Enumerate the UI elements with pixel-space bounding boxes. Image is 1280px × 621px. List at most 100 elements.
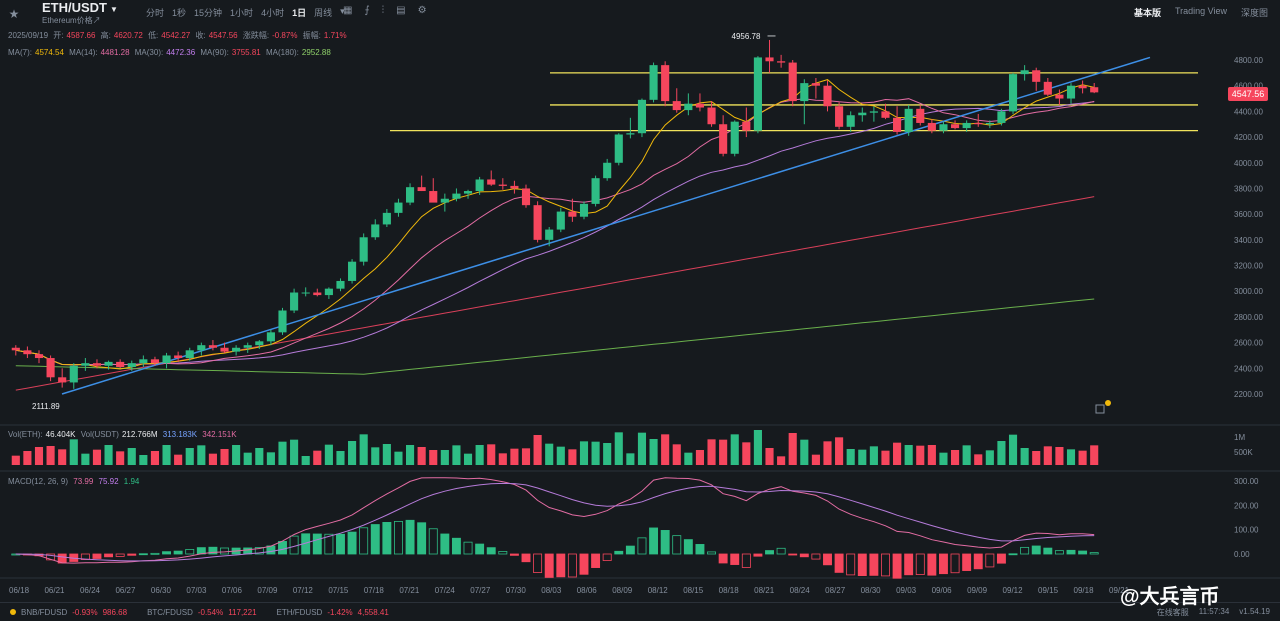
- view-tab-basic[interactable]: 基本版: [1133, 8, 1161, 18]
- layout-icon[interactable]: ▤: [396, 5, 406, 16]
- price-axis-label: 4800.00: [1234, 56, 1263, 65]
- favorite-star-icon[interactable]: ★: [8, 6, 20, 21]
- volume-bar: [950, 450, 960, 465]
- volume-bar: [1078, 450, 1087, 465]
- macd-histogram-bar: [46, 553, 56, 561]
- candle-body: [846, 115, 855, 127]
- price-axis-label: 3400.00: [1234, 236, 1263, 245]
- volume-bar: [11, 455, 20, 465]
- open-value: 4587.66: [66, 31, 96, 40]
- date-axis-label: 08/21: [754, 586, 775, 595]
- candle-body: [405, 187, 415, 203]
- ticker-eth[interactable]: ETH/FDUSD -1.42% 4,558.41: [277, 608, 389, 617]
- candle-body: [58, 377, 67, 383]
- volume-bar: [162, 445, 171, 465]
- candle-body: [649, 65, 658, 100]
- macd-histogram-bar: [799, 553, 809, 558]
- macd-axis-label: 0.00: [1234, 550, 1250, 559]
- view-tab-tradingview[interactable]: Trading View: [1174, 6, 1227, 16]
- ticker-btc[interactable]: BTC/FDUSD -0.54% 117,221: [147, 608, 256, 617]
- notification-dot-icon: [1105, 400, 1111, 406]
- macd-histogram-bar: [463, 541, 473, 555]
- date-axis-label: 07/21: [399, 586, 420, 595]
- candle-body: [869, 111, 878, 113]
- candle-body: [313, 292, 322, 296]
- ticker-bnb[interactable]: BNB/FDUSD -0.93% 986.68: [10, 608, 127, 617]
- candle-body: [359, 237, 368, 262]
- online-support-link[interactable]: 在线客服: [1156, 608, 1189, 617]
- settings-icon[interactable]: ⚙: [417, 5, 427, 16]
- volume-bar: [858, 449, 867, 465]
- volume-bar: [835, 437, 844, 465]
- pair-subtitle[interactable]: Ethereum价格↗: [42, 16, 101, 25]
- symbol-selector[interactable]: ETH/USDT ▼ Ethereum价格↗: [42, 0, 118, 25]
- pair-name[interactable]: ETH/USDT: [42, 0, 107, 15]
- date-axis-label: 06/30: [151, 586, 172, 595]
- candle-body: [556, 211, 565, 230]
- macd-histogram-bar: [243, 547, 253, 555]
- candle-body: [835, 106, 844, 127]
- ma14-label: MA(14):: [69, 48, 98, 57]
- macd-histogram-bar: [1043, 547, 1053, 555]
- view-tab-depth[interactable]: 深度图: [1240, 8, 1268, 18]
- macd-histogram-bar: [788, 553, 798, 556]
- macd-histogram-bar: [567, 553, 577, 578]
- interval-tab[interactable]: 1秒: [172, 8, 187, 18]
- volume-bar: [336, 451, 345, 465]
- low-annotation: 2111.89: [32, 402, 60, 411]
- interval-tabs: 分时 1秒 15分钟 1小时 4小时 1日 周线 ▾: [146, 6, 345, 19]
- vol-usdt-label: Vol(USDT): [80, 430, 119, 439]
- interval-tab[interactable]: 4小时: [261, 8, 285, 18]
- volume-bar: [811, 454, 820, 465]
- close-value: 4547.56: [208, 31, 238, 40]
- ma90-label: MA(90):: [200, 48, 229, 57]
- date-axis-label: 09/21: [1109, 586, 1130, 595]
- macd-histogram-bar: [823, 553, 832, 566]
- chart-canvas[interactable]: 4800.00 4600.00 4400.00 4200.00 4000.00 3800.…: [0, 0, 1280, 602]
- date-axis-label: 08/09: [612, 586, 633, 595]
- candle-body: [243, 345, 252, 348]
- candle-body: [162, 355, 171, 364]
- interval-tab-active[interactable]: 1日: [292, 8, 307, 18]
- ticker-name: BNB/FDUSD: [21, 607, 68, 617]
- candle-body: [255, 341, 264, 346]
- candle-body: [707, 107, 716, 125]
- calendar-icon[interactable]: ▦: [343, 5, 353, 16]
- macd-histogram-bar: [521, 553, 531, 563]
- candle-body: [927, 122, 936, 131]
- interval-tab[interactable]: 1小时: [230, 8, 254, 18]
- date-axis-label: 07/18: [364, 586, 385, 595]
- indicator-icon[interactable]: ⨍: [364, 5, 370, 16]
- price-axis-label: 3000.00: [1234, 287, 1263, 296]
- interval-tab[interactable]: 分时: [146, 8, 165, 18]
- volume-bar: [487, 444, 496, 465]
- macd-dea-line: [15, 482, 1095, 562]
- candle-body: [777, 61, 786, 63]
- candle-body: [974, 122, 983, 125]
- interval-tab[interactable]: 周线: [314, 8, 333, 18]
- candle-body: [997, 111, 1006, 123]
- macd-histogram-bar: [660, 530, 670, 555]
- macd-histogram-bar: [985, 553, 995, 568]
- volume-bar: [429, 450, 438, 465]
- candle-type-icon[interactable]: ⫶: [381, 5, 385, 16]
- macd-histogram-bar: [1066, 549, 1076, 555]
- volume-bar: [579, 441, 589, 465]
- macd-histogram-bar: [324, 533, 334, 555]
- chevron-down-icon[interactable]: ▼: [110, 5, 118, 14]
- ma7-line: [15, 79, 1095, 370]
- macd-histogram-bar: [869, 553, 879, 576]
- candle-body: [510, 185, 519, 189]
- volume-axis-label: 1M: [1234, 433, 1245, 442]
- interval-tab[interactable]: 15分钟: [194, 8, 223, 18]
- volume-bar: [255, 448, 264, 465]
- more-intervals-icon[interactable]: ▾: [340, 6, 345, 16]
- date-axis-label: 08/12: [648, 586, 669, 595]
- date-axis-label: 07/03: [186, 586, 207, 595]
- volume-bar: [985, 450, 994, 465]
- macd-dea: 75.92: [98, 477, 119, 486]
- candle-body: [487, 179, 496, 185]
- macd-histogram-bar: [938, 553, 948, 575]
- date-axis-label: 08/18: [719, 586, 740, 595]
- candle-body: [23, 350, 32, 355]
